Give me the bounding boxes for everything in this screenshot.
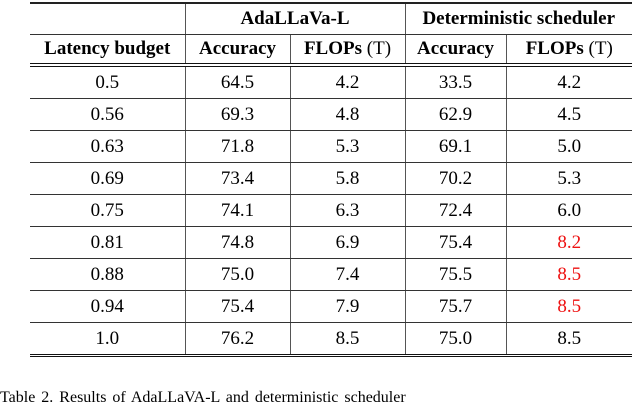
col-header-accuracy-2: Accuracy xyxy=(404,34,506,67)
group-header-adallava: AdaLLaVa-L xyxy=(184,3,405,35)
group-header-deterministic: Deterministic scheduler xyxy=(404,3,632,35)
table-row: 0.5 64.5 4.2 33.5 4.2 xyxy=(30,65,632,99)
cell-accuracy-deterministic: 62.9 xyxy=(404,98,506,131)
cell-flops-adallava: 5.3 xyxy=(289,130,405,163)
cell-flops-adallava: 8.5 xyxy=(289,322,405,357)
cell-latency: 0.88 xyxy=(30,258,185,291)
cell-latency: 0.69 xyxy=(30,162,185,195)
cell-accuracy-deterministic: 75.0 xyxy=(404,322,506,357)
cell-accuracy-deterministic: 70.2 xyxy=(404,162,506,195)
table-row: 0.63 71.8 5.3 69.1 5.0 xyxy=(30,130,632,163)
table-row: 1.0 76.2 8.5 75.0 8.5 xyxy=(30,322,632,357)
cell-latency: 0.63 xyxy=(30,130,185,163)
cell-flops-adallava: 4.2 xyxy=(289,65,405,99)
table-row: 0.94 75.4 7.9 75.7 8.5 xyxy=(30,290,632,323)
cell-flops-adallava: 4.8 xyxy=(289,98,405,131)
col-header-flops-2: FLOPs (T) xyxy=(505,34,632,67)
cell-flops-adallava: 7.4 xyxy=(289,258,405,291)
cell-accuracy-adallava: 75.0 xyxy=(184,258,290,291)
cell-flops-deterministic: 4.5 xyxy=(505,98,632,131)
col-header-flops-1: FLOPs (T) xyxy=(289,34,405,67)
flops-label: FLOPs xyxy=(525,38,584,59)
cell-accuracy-adallava: 71.8 xyxy=(184,130,290,163)
cell-flops-deterministic: 8.5 xyxy=(505,322,632,357)
cell-flops-deterministic: 5.0 xyxy=(505,130,632,163)
cell-accuracy-adallava: 74.1 xyxy=(184,194,290,227)
col-header-accuracy-1: Accuracy xyxy=(184,34,290,67)
cell-accuracy-deterministic: 75.7 xyxy=(404,290,506,323)
flops-label: FLOPs xyxy=(303,38,363,59)
cell-accuracy-deterministic: 72.4 xyxy=(404,194,506,227)
cell-latency: 1.0 xyxy=(30,322,185,357)
group-header-row: AdaLLaVa-L Deterministic scheduler xyxy=(30,3,632,35)
cell-flops-deterministic: 6.0 xyxy=(505,194,632,227)
cell-accuracy-deterministic: 69.1 xyxy=(404,130,506,163)
table-caption: Table 2. Results of AdaLLaVA-L and deter… xyxy=(0,389,406,406)
table-row: 0.69 73.4 5.8 70.2 5.3 xyxy=(30,162,632,195)
table-row: 0.88 75.0 7.4 75.5 8.5 xyxy=(30,258,632,291)
table-row: 0.56 69.3 4.8 62.9 4.5 xyxy=(30,98,632,131)
cell-flops-adallava: 6.3 xyxy=(289,194,405,227)
col-header-latency-budget: Latency budget xyxy=(30,34,185,67)
cell-latency: 0.56 xyxy=(30,98,185,131)
cell-accuracy-adallava: 73.4 xyxy=(184,162,290,195)
cell-accuracy-adallava: 64.5 xyxy=(184,65,290,99)
cell-latency: 0.94 xyxy=(30,290,185,323)
cell-flops-adallava: 5.8 xyxy=(289,162,405,195)
cell-flops-deterministic-highlighted: 8.5 xyxy=(505,258,632,291)
column-header-row: Latency budget Accuracy FLOPs (T) Accura… xyxy=(30,34,632,67)
cell-accuracy-deterministic: 33.5 xyxy=(404,65,506,99)
cell-flops-adallava: 6.9 xyxy=(289,226,405,259)
cell-latency: 0.81 xyxy=(30,226,185,259)
cell-flops-deterministic-highlighted: 8.5 xyxy=(505,290,632,323)
cell-accuracy-adallava: 76.2 xyxy=(184,322,290,357)
cell-accuracy-adallava: 69.3 xyxy=(184,98,290,131)
table-row: 0.75 74.1 6.3 72.4 6.0 xyxy=(30,194,632,227)
cell-latency: 0.5 xyxy=(30,65,185,99)
group-header-empty xyxy=(30,3,185,35)
flops-unit-label: (T) xyxy=(588,38,613,59)
cell-flops-deterministic: 4.2 xyxy=(505,65,632,99)
cell-flops-adallava: 7.9 xyxy=(289,290,405,323)
cell-accuracy-deterministic: 75.4 xyxy=(404,226,506,259)
cell-latency: 0.75 xyxy=(30,194,185,227)
results-table-wrap: AdaLLaVa-L Deterministic scheduler Laten… xyxy=(30,2,632,357)
cell-flops-deterministic-highlighted: 8.2 xyxy=(505,226,632,259)
cell-accuracy-deterministic: 75.5 xyxy=(404,258,506,291)
cell-accuracy-adallava: 74.8 xyxy=(184,226,290,259)
cell-flops-deterministic: 5.3 xyxy=(505,162,632,195)
results-table: AdaLLaVa-L Deterministic scheduler Laten… xyxy=(30,2,632,357)
table-row: 0.81 74.8 6.9 75.4 8.2 xyxy=(30,226,632,259)
cell-accuracy-adallava: 75.4 xyxy=(184,290,290,323)
flops-unit-label: (T) xyxy=(366,38,392,59)
